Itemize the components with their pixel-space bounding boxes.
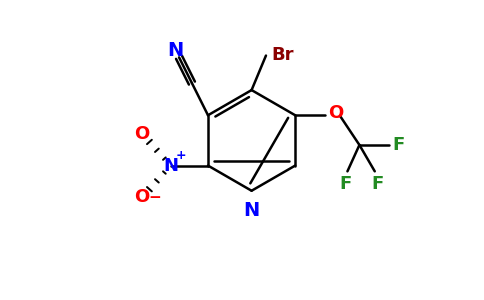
Text: +: + bbox=[176, 148, 186, 161]
Text: F: F bbox=[339, 175, 351, 193]
Text: Br: Br bbox=[272, 46, 294, 64]
Text: F: F bbox=[371, 175, 383, 193]
Text: N: N bbox=[163, 157, 178, 175]
Text: N: N bbox=[167, 41, 183, 60]
Text: N: N bbox=[243, 201, 260, 220]
Text: O: O bbox=[134, 125, 150, 143]
Text: O: O bbox=[134, 188, 150, 206]
Text: O: O bbox=[328, 104, 343, 122]
Text: −: − bbox=[149, 190, 162, 205]
Text: F: F bbox=[392, 136, 404, 154]
